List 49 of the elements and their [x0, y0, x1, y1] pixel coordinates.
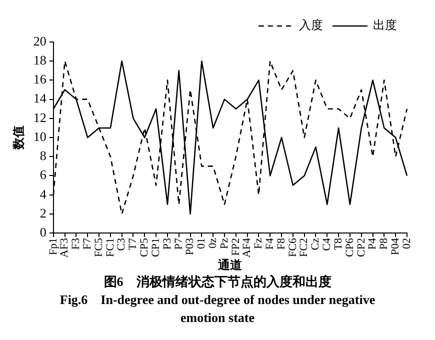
x-tick-label: Fp1 [47, 238, 60, 256]
x-tick-label: P4 [366, 238, 379, 250]
x-tick-label: Cz [310, 238, 322, 250]
x-tick-label: AF4 [241, 238, 254, 258]
x-tick-label: FC1 [104, 238, 116, 258]
x-tick-label: FP2 [230, 238, 242, 256]
x-tick-label: P7 [172, 238, 185, 250]
y-tick-label: 0 [40, 224, 46, 240]
caption: Fig.6 In-degree and out-degree of nodes under negative emotion state [58, 291, 376, 327]
x-tick-label: FC6 [286, 238, 299, 258]
x-tick-label: P8 [378, 238, 390, 250]
y-tick-label: 12 [33, 110, 46, 125]
x-axis-title: 通道 [217, 258, 244, 272]
x-tick-label: CP5 [138, 238, 151, 258]
legend-label: 出度 [373, 18, 397, 32]
x-tick-label: CP2 [355, 238, 368, 258]
x-tick-label: F7 [82, 238, 94, 250]
x-tick-label: 0z [206, 238, 219, 248]
x-tick-label: AF3 [58, 238, 71, 258]
y-tick-label: 6 [40, 167, 47, 182]
x-tick-label: Pz [218, 238, 230, 250]
x-tick-label: F4 [264, 238, 276, 250]
x-tick-label: FC2 [298, 238, 310, 258]
x-tick-label: C4 [321, 238, 334, 251]
y-tick-label: 20 [33, 33, 46, 48]
x-tick-label: T8 [332, 238, 344, 250]
y-tick-label: 14 [33, 90, 47, 106]
x-tick-label: FC5 [92, 238, 105, 258]
x-tick-label: P3 [161, 238, 174, 250]
x-tick-label: 02 [400, 238, 413, 250]
x-tick-label: P04 [389, 238, 402, 256]
y-axis-title: 数值 [11, 126, 26, 151]
x-tick-label: Fz [252, 238, 265, 250]
y-tick-label: 18 [33, 52, 46, 68]
x-tick-label: CP6 [344, 238, 356, 258]
x-tick-label: F3 [70, 238, 82, 250]
x-tick-label: C3 [116, 238, 128, 251]
y-tick-label: 16 [33, 72, 47, 87]
caption: 图6 消极情绪状态下节点的入度和出度 [102, 273, 332, 291]
y-tick-label: 4 [40, 186, 47, 202]
y-tick-label: 10 [33, 128, 46, 144]
x-tick-label: CP1 [150, 238, 162, 258]
x-tick-label: P03 [184, 238, 196, 256]
legend-label: 入度 [299, 18, 323, 32]
y-tick-label: 2 [40, 205, 46, 220]
y-tick-label: 8 [40, 148, 46, 164]
x-tick-label: T7 [127, 238, 140, 250]
x-tick-label: F8 [275, 238, 288, 250]
x-tick-label: 01 [196, 238, 208, 250]
